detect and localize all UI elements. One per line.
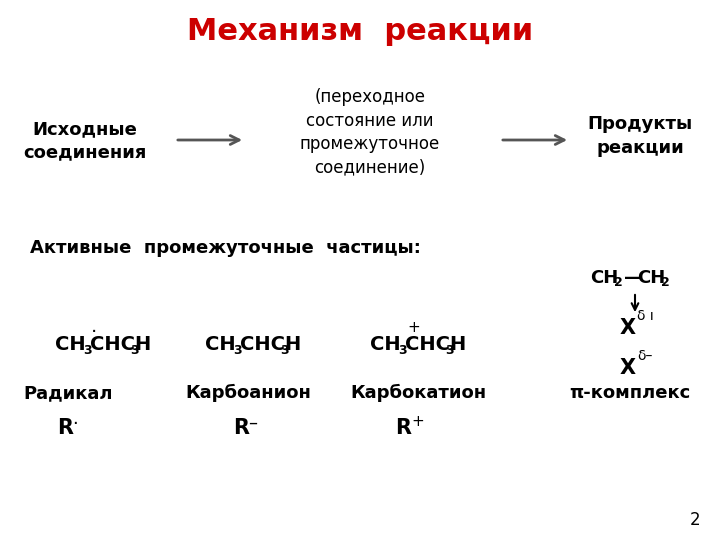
Text: —: — [624,269,642,287]
Text: 2: 2 [689,511,700,529]
Text: Механизм  реакции: Механизм реакции [187,17,533,46]
Text: (переходное
состояние или
промежуточное
соединение): (переходное состояние или промежуточное … [300,88,440,177]
Text: –: – [248,414,257,432]
Text: CH: CH [637,269,665,287]
Text: +: + [411,415,424,429]
Text: ·: · [91,322,97,341]
Text: 3: 3 [83,343,91,356]
Text: 3: 3 [130,343,139,356]
Text: X: X [620,318,636,338]
Text: CHCH: CHCH [405,335,467,354]
Text: R: R [57,418,73,438]
Text: CH: CH [370,335,400,354]
Text: Исходные
соединения: Исходные соединения [23,120,147,161]
Text: 2: 2 [661,275,670,288]
Text: Карбокатион: Карбокатион [350,384,486,402]
Text: 3: 3 [398,343,407,356]
Text: CH: CH [55,335,86,354]
Text: π-комплекс: π-комплекс [570,384,690,402]
Text: 2: 2 [614,275,623,288]
Text: CHCH: CHCH [240,335,301,354]
Text: CH: CH [590,269,618,287]
Text: 3: 3 [233,343,242,356]
Text: 3: 3 [280,343,289,356]
Text: 3: 3 [445,343,454,356]
Text: Радикал: Радикал [23,384,113,402]
Text: CH: CH [205,335,235,354]
Text: δ–: δ– [637,349,652,363]
Text: R: R [233,418,249,438]
Text: ·: · [72,415,78,433]
Text: X: X [620,358,636,378]
Text: +: + [407,321,420,335]
Text: Карбоанион: Карбоанион [185,384,311,402]
Text: Активные  промежуточные  частицы:: Активные промежуточные частицы: [30,239,421,257]
Text: CHCH: CHCH [90,335,151,354]
Text: Продукты
реакции: Продукты реакции [588,115,693,157]
Text: R: R [395,418,411,438]
Text: δ ı: δ ı [637,309,654,323]
